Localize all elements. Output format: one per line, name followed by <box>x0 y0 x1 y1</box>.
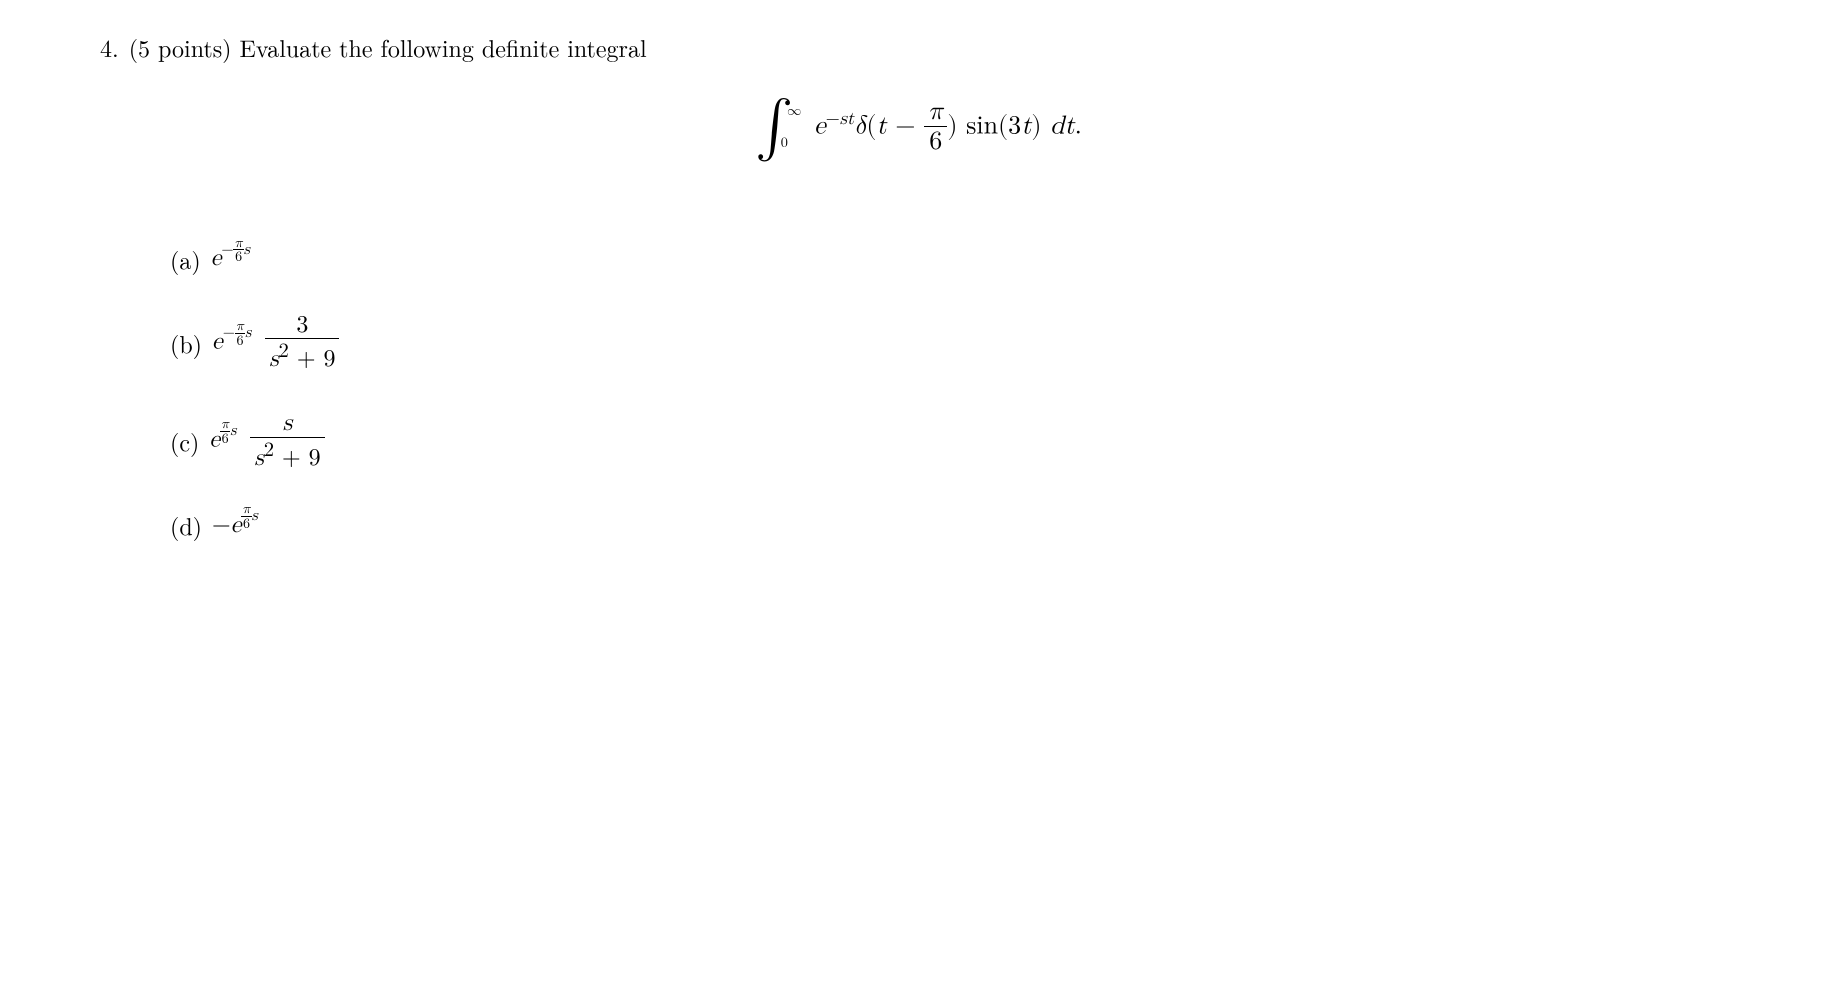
options-list: (a) e−π6s (b) e−π6s 3 s2 + 9 (c) eπ6s s <box>170 242 1737 542</box>
option-a-expression: e−π6s <box>211 244 250 274</box>
minus: − <box>887 114 925 140</box>
delta-open: ( <box>866 114 876 140</box>
upper-limit: ∞ <box>787 102 801 120</box>
integral-expression: ∫ ∞ 0 e−stδ(t − π 6 ) sin(3t) dt. <box>100 94 1737 162</box>
option-c-exponent: π6s <box>220 418 236 446</box>
lower-limit: 0 <box>777 134 791 152</box>
option-a: (a) e−π6s <box>170 242 1737 276</box>
option-c-label: (c) <box>170 424 199 458</box>
delta-var: t <box>876 114 886 140</box>
option-b-label: (b) <box>170 326 202 360</box>
option-a-exponent: −π6s <box>221 237 250 265</box>
option-d-expression: −eπ6s <box>212 511 258 541</box>
exp-superscript: −st <box>826 109 854 128</box>
integrand-e: e <box>814 114 826 140</box>
question-number: 4. <box>100 30 119 64</box>
question-points: (5 points) <box>129 30 232 64</box>
option-d-exponent: π6s <box>241 503 257 531</box>
question-header: 4. (5 points) Evaluate the following def… <box>100 30 1737 64</box>
option-d-label: (d) <box>170 508 202 542</box>
option-d: (d) −eπ6s <box>170 508 1737 542</box>
delta: δ <box>854 114 866 140</box>
option-c: (c) eπ6s s s2 + 9 <box>170 410 1737 472</box>
option-a-label: (a) <box>170 242 201 276</box>
delta-close: ) <box>947 114 957 140</box>
option-c-fraction: s s2 + 9 <box>250 410 324 472</box>
question-prompt: Evaluate the following definite integral <box>240 30 647 64</box>
sin-label: sin <box>957 114 998 140</box>
question-block: 4. (5 points) Evaluate the following def… <box>100 30 1737 542</box>
option-b-fraction: 3 s2 + 9 <box>265 312 339 374</box>
option-b-exponent: −π6s <box>223 320 252 348</box>
option-c-expression: eπ6s s s2 + 9 <box>209 410 324 472</box>
option-b-expression: e−π6s 3 s2 + 9 <box>212 312 339 374</box>
sin-arg: (3t) <box>998 114 1041 140</box>
option-b: (b) e−π6s 3 s2 + 9 <box>170 312 1737 374</box>
pi-over-6: π 6 <box>924 98 947 159</box>
dt: dt. <box>1041 114 1081 140</box>
